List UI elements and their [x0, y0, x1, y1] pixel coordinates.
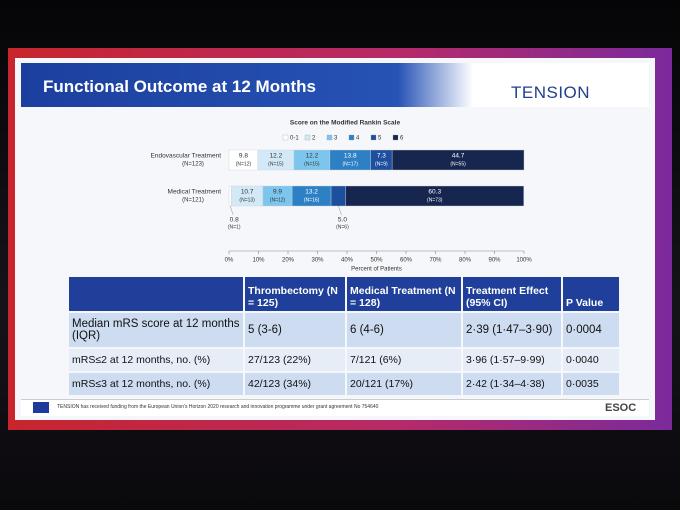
legend-label: 4 [356, 136, 360, 142]
table-cell: 0·0040 [563, 349, 619, 371]
n-label: (N=15) [268, 161, 284, 167]
n-label: (N=15) [304, 161, 320, 167]
value-label: 0.8 [230, 217, 239, 224]
legend-label: 3 [334, 136, 338, 142]
legend-swatch [370, 134, 377, 141]
legend-swatch [392, 134, 399, 141]
x-tick-label: 10% [252, 258, 265, 264]
logo: TENSION [511, 83, 591, 102]
n-label: (N=17) [343, 161, 359, 167]
value-label: 12.2 [270, 153, 283, 160]
table-cell: mRS≤3 at 12 months, no. (%) [69, 373, 243, 395]
x-tick-label: 20% [282, 258, 295, 264]
legend-swatch [348, 134, 355, 141]
bar-segment [391, 149, 525, 171]
footer-logo: ESOC [605, 402, 637, 414]
x-tick-label: 50% [370, 258, 383, 264]
value-label: 9.8 [239, 153, 248, 160]
table-cell: 5 (3-6) [245, 313, 345, 347]
value-label: 60.3 [428, 189, 441, 196]
table-cell: 42/123 (34%) [245, 373, 345, 395]
table-cell: 7/121 (6%) [347, 349, 461, 371]
table-cell: mRS≤2 at 12 months, no. (%) [69, 349, 243, 371]
x-tick-label: 30% [311, 258, 324, 264]
table-row: mRS≤3 at 12 months, no. (%) 42/123 (34%) 2… [69, 373, 619, 395]
legend-swatch [326, 134, 333, 141]
table-cell: 3·96 (1·57–9·99) [463, 349, 561, 371]
n-label: (N=9) [375, 161, 388, 167]
legend-label: 0-1 [290, 136, 299, 142]
table-header-cell: P Value [563, 277, 619, 311]
x-tick-label: 70% [429, 258, 442, 264]
value-label: 10.7 [241, 189, 254, 196]
table-row: mRS≤2 at 12 months, no. (%) 27/123 (22%) 7… [69, 349, 619, 371]
footer-text: TENSION has received funding from the Eu… [57, 404, 379, 410]
table-cell: 2·42 (1·34–4·38) [463, 373, 561, 395]
legend-swatch [282, 134, 289, 141]
n-label: (N=12) [236, 161, 252, 167]
table-cell: Median mRS score at 12 months (IQR) [69, 313, 243, 347]
slide: Functional Outcome at 12 Months TENSION … [15, 58, 655, 420]
n-label: (N=55) [450, 161, 466, 167]
value-label: 5.0 [338, 217, 347, 224]
value-label: 13.8 [344, 153, 357, 160]
x-tick-label: 0% [225, 258, 234, 264]
table-cell: 27/123 (22%) [245, 349, 345, 371]
leader-line [338, 205, 342, 216]
table-header-cell: Thrombectomy (N = 125) [245, 277, 345, 311]
value-label: 9.9 [273, 189, 282, 196]
x-tick-label: 90% [488, 258, 501, 264]
category-label: Endovascular Treatment [151, 153, 222, 160]
legend-swatch [304, 134, 311, 141]
table-cell: 20/121 (17%) [347, 373, 461, 395]
x-axis-label: Percent of Patients [351, 267, 402, 273]
results-table: Thrombectomy (N = 125) Medical Treatment … [67, 275, 621, 397]
value-label: 13.2 [305, 189, 318, 196]
n-label: (N=6) [336, 224, 349, 230]
chart: Score on the Modified Rankin Scale 0-1 2 3 4… [151, 120, 533, 273]
legend-label: 2 [312, 136, 316, 142]
table-row: Median mRS score at 12 months (IQR) 5 (3-… [69, 313, 619, 347]
n-label: (N=12) [270, 197, 286, 203]
table-header-cell: Treatment Effect (95% CI) [463, 277, 561, 311]
leader-line [229, 205, 234, 216]
category-n: (N=121) [182, 198, 204, 204]
category-n: (N=123) [182, 162, 204, 168]
eu-flag [33, 402, 49, 413]
legend-label: 5 [378, 136, 382, 142]
x-tick-label: 80% [459, 258, 472, 264]
table-header-cell [69, 277, 243, 311]
n-label: (N=16) [304, 197, 320, 203]
value-label: 7.3 [377, 153, 386, 160]
value-label: 44.7 [452, 153, 465, 160]
x-tick-label: 40% [341, 258, 354, 264]
header-band: Functional Outcome at 12 Months TENSION [21, 63, 649, 107]
legend-title: Score on the Modified Rankin Scale [290, 120, 401, 127]
category-label: Medical Treatment [168, 189, 222, 196]
table-cell: 2·39 (1·47–3·90) [463, 313, 561, 347]
bar-segment [228, 185, 232, 207]
table-header-cell: Medical Treatment (N = 128) [347, 277, 461, 311]
value-label: 12.2 [306, 153, 319, 160]
table-cell: 0·0035 [563, 373, 619, 395]
bar-segment [345, 185, 524, 207]
legend-label: 6 [400, 136, 404, 142]
n-label: (N=13) [239, 197, 255, 203]
x-tick-label: 60% [400, 258, 413, 264]
footer: TENSION has received funding from the Eu… [21, 399, 649, 416]
x-tick-label: 100% [516, 258, 532, 264]
table-cell: 6 (4-6) [347, 313, 461, 347]
table-cell: 0·0004 [563, 313, 619, 347]
n-label: (N=1) [228, 224, 241, 230]
slide-title: Functional Outcome at 12 Months [43, 77, 316, 96]
n-label: (N=73) [427, 197, 443, 203]
bar-segment [330, 185, 347, 207]
